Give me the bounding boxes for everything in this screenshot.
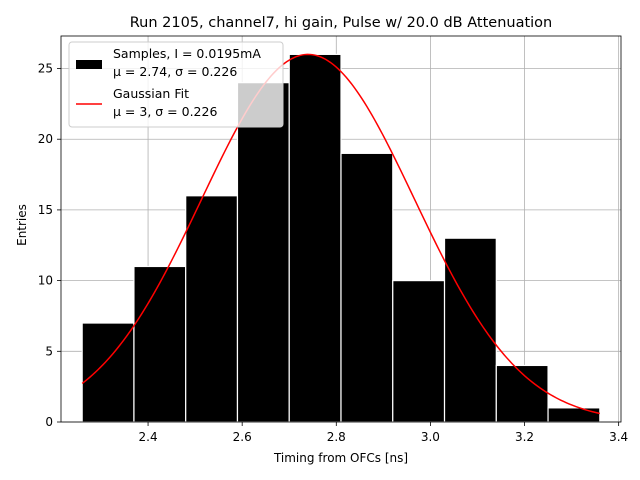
y-tick-label: 20 bbox=[38, 132, 53, 146]
x-tick-label: 3.4 bbox=[609, 430, 628, 444]
x-axis-label: Timing from OFCs [ns] bbox=[273, 451, 408, 465]
histogram-bars bbox=[81, 53, 601, 423]
chart-title: Run 2105, channel7, hi gain, Pulse w/ 20… bbox=[130, 15, 553, 31]
legend-fit-line2: μ = 3, σ = 0.226 bbox=[113, 104, 217, 119]
axes-frame bbox=[60, 35, 622, 423]
legend-swatch-samples bbox=[76, 60, 102, 69]
x-tick-label: 2.8 bbox=[327, 430, 346, 444]
legend: Samples, I = 0.0195mA μ = 2.74, σ = 0.22… bbox=[68, 41, 284, 128]
histogram-bar bbox=[495, 364, 549, 423]
histogram-bar bbox=[443, 237, 497, 423]
y-axis-label: Entries bbox=[15, 204, 29, 246]
legend-box bbox=[68, 41, 284, 128]
y-tick-label: 25 bbox=[38, 62, 53, 76]
legend-samples-line1: Samples, I = 0.0195mA bbox=[113, 46, 261, 61]
histogram-bar bbox=[340, 152, 394, 423]
y-axis-ticks: 0 5 10 15 20 25 bbox=[38, 62, 61, 429]
y-tick-label: 15 bbox=[38, 203, 53, 217]
x-axis-ticks: 2.4 2.6 2.8 3.0 3.2 3.4 bbox=[139, 422, 628, 444]
y-tick-label: 10 bbox=[38, 274, 53, 288]
x-tick-label: 2.6 bbox=[233, 430, 252, 444]
x-tick-label: 3.2 bbox=[515, 430, 534, 444]
y-tick-label: 5 bbox=[45, 344, 53, 358]
histogram-bar bbox=[133, 265, 187, 423]
x-tick-label: 3.0 bbox=[421, 430, 440, 444]
histogram-bar bbox=[288, 53, 342, 423]
gaussian-fit-curve bbox=[81, 53, 600, 415]
legend-samples-line2: μ = 2.74, σ = 0.226 bbox=[113, 64, 237, 79]
histogram-bar bbox=[236, 82, 290, 423]
histogram-bar bbox=[547, 407, 601, 423]
x-tick-label: 2.4 bbox=[139, 430, 158, 444]
histogram-bar bbox=[185, 195, 239, 423]
histogram-bar bbox=[81, 322, 135, 423]
legend-fit-line1: Gaussian Fit bbox=[113, 86, 189, 101]
histogram-bar bbox=[392, 280, 446, 423]
y-tick-label: 0 bbox=[45, 415, 53, 429]
